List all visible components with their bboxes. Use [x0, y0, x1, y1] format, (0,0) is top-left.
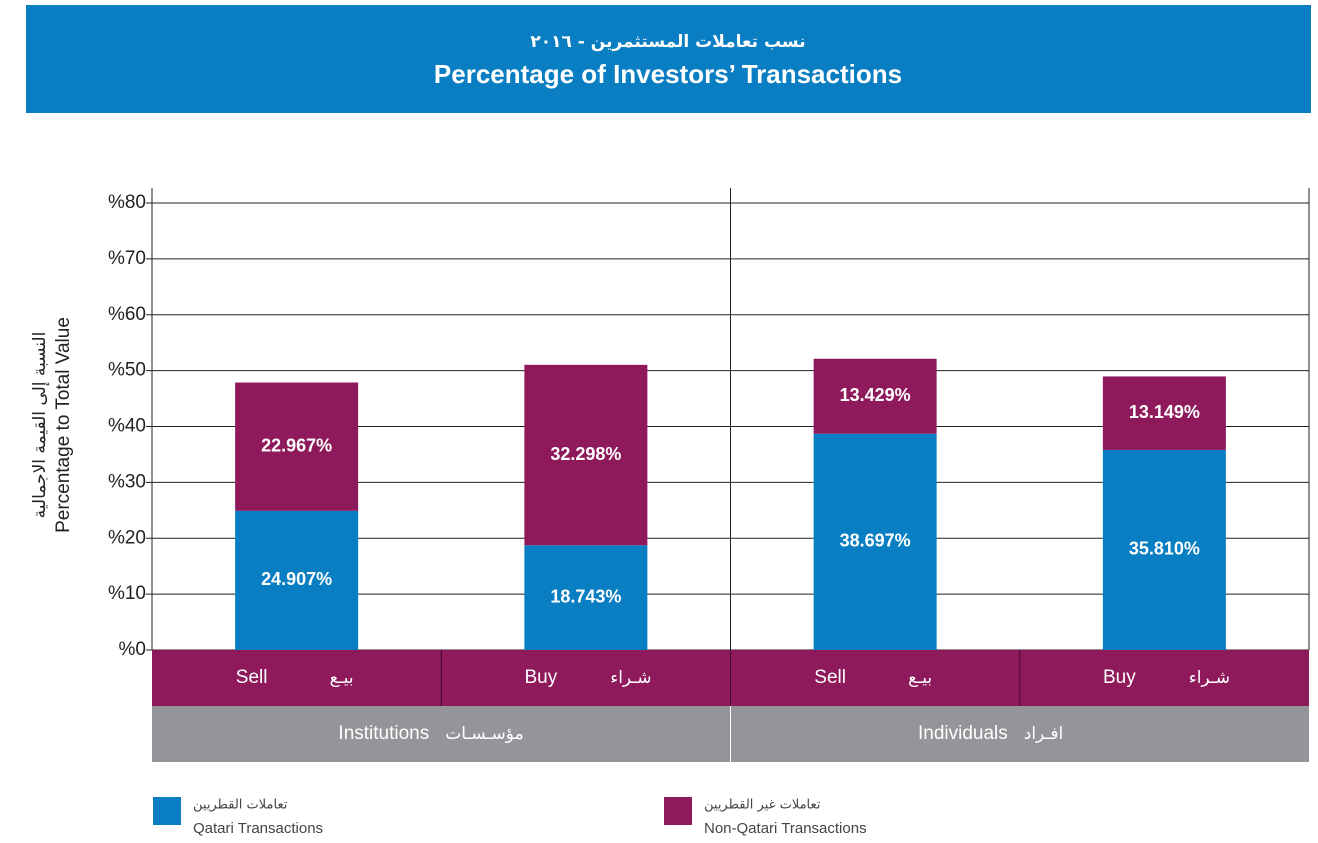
group-label-ar: مؤسـسـات — [445, 724, 523, 744]
legend-label: Non-Qatari Transactions — [704, 820, 867, 837]
group-label: Institutions — [338, 723, 429, 744]
x-tick-label-ar: شـراء — [610, 668, 651, 688]
y-tick-label: %60 — [108, 304, 146, 325]
bar-segment — [813, 358, 937, 434]
legend-label-ar: تعاملات غير القطريين — [704, 798, 821, 813]
bar-segment — [1102, 449, 1226, 650]
y-tick-label: %30 — [108, 471, 146, 492]
group-label-ar: افـراد — [1024, 724, 1064, 744]
y-tick-label: %70 — [108, 248, 146, 269]
x-tick-label-ar: بيـع — [330, 668, 354, 688]
y-axis-label: Percentage to Total Value — [53, 317, 74, 533]
data-label: 38.697% — [840, 531, 911, 551]
data-label: 24.907% — [261, 569, 332, 589]
y-tick-label: %80 — [108, 192, 146, 213]
bar-segment — [235, 510, 359, 650]
x-tick-label: Buy — [525, 667, 558, 688]
x-tick-label: Sell — [814, 667, 846, 688]
header-band — [26, 5, 1311, 113]
group-label: Individuals — [918, 723, 1008, 744]
bar-segment — [1102, 376, 1226, 450]
bar-segment — [524, 364, 648, 546]
y-axis-label-ar: النسبة إلى القيمة الاجمالية — [30, 332, 50, 519]
data-label: 32.298% — [550, 444, 621, 464]
bar-segment — [813, 433, 937, 650]
bar-segment — [235, 382, 359, 511]
y-tick-label: %10 — [108, 583, 146, 604]
data-label: 13.429% — [840, 385, 911, 405]
y-tick-label: %20 — [108, 527, 146, 548]
y-tick-label: %40 — [108, 416, 146, 437]
x-tick-label-ar: بيـع — [908, 668, 932, 688]
x-tick-label-ar: شـراء — [1189, 668, 1230, 688]
data-label: 22.967% — [261, 435, 332, 455]
data-label: 13.149% — [1129, 402, 1200, 422]
chart-title: Percentage of Investors’ Transactions — [434, 59, 902, 89]
y-tick-label: %0 — [119, 639, 146, 660]
data-label: 35.810% — [1129, 539, 1200, 559]
title-ar: نسب تعاملات المستثمرين - ٢٠١٦ — [530, 32, 805, 52]
legend-swatch — [153, 797, 181, 825]
bar-segment — [524, 545, 648, 650]
legend-label-ar: تعاملات القطريين — [193, 798, 288, 813]
legend-label: Qatari Transactions — [193, 820, 323, 837]
data-label: 18.743% — [550, 586, 621, 606]
x-tick-label: Sell — [236, 667, 268, 688]
x-tick-label: Buy — [1103, 667, 1136, 688]
y-tick-label: %50 — [108, 360, 146, 381]
legend-swatch — [664, 797, 692, 825]
